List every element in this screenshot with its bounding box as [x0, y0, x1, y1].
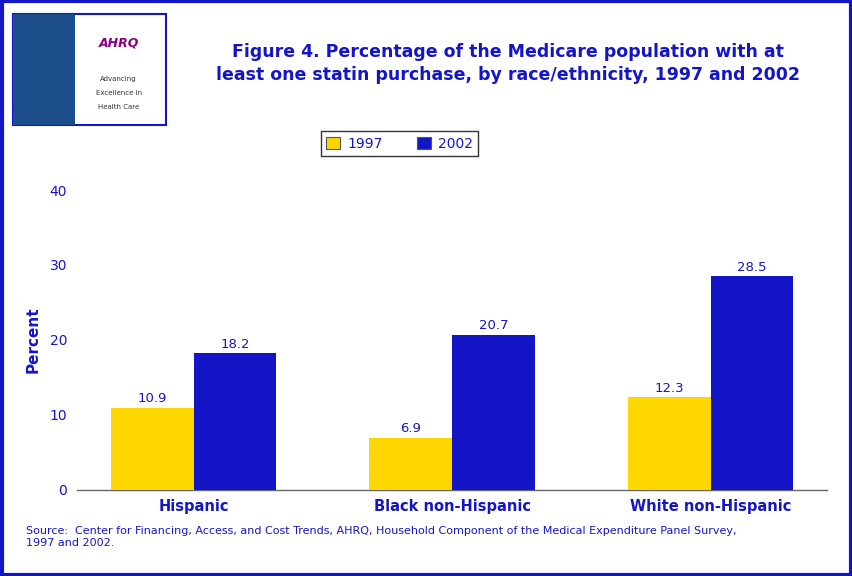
Text: Source:  Center for Financing, Access, and Cost Trends, AHRQ, Household Componen: Source: Center for Financing, Access, an…: [26, 526, 735, 548]
Text: 28.5: 28.5: [736, 260, 766, 274]
Text: AHRQ: AHRQ: [99, 37, 139, 50]
Bar: [369, 438, 452, 490]
Bar: [627, 397, 710, 490]
Text: Figure 4. Percentage of the Medicare population with at
least one statin purchas: Figure 4. Percentage of the Medicare pop…: [216, 43, 798, 84]
Text: Health Care: Health Care: [98, 104, 139, 110]
Text: 12.3: 12.3: [653, 382, 683, 395]
Bar: [193, 353, 276, 490]
Text: Advancing: Advancing: [101, 76, 137, 82]
Y-axis label: Percent: Percent: [26, 306, 41, 373]
Bar: [452, 335, 534, 490]
Bar: [111, 408, 193, 490]
Bar: [14, 14, 75, 125]
Text: 10.9: 10.9: [137, 392, 167, 406]
Text: 6.9: 6.9: [400, 422, 421, 435]
Text: 20.7: 20.7: [478, 319, 508, 332]
Legend: 1997, 2002: 1997, 2002: [320, 131, 478, 156]
Text: Excellence in: Excellence in: [95, 90, 141, 96]
Bar: [710, 276, 792, 490]
Text: 18.2: 18.2: [220, 338, 250, 351]
